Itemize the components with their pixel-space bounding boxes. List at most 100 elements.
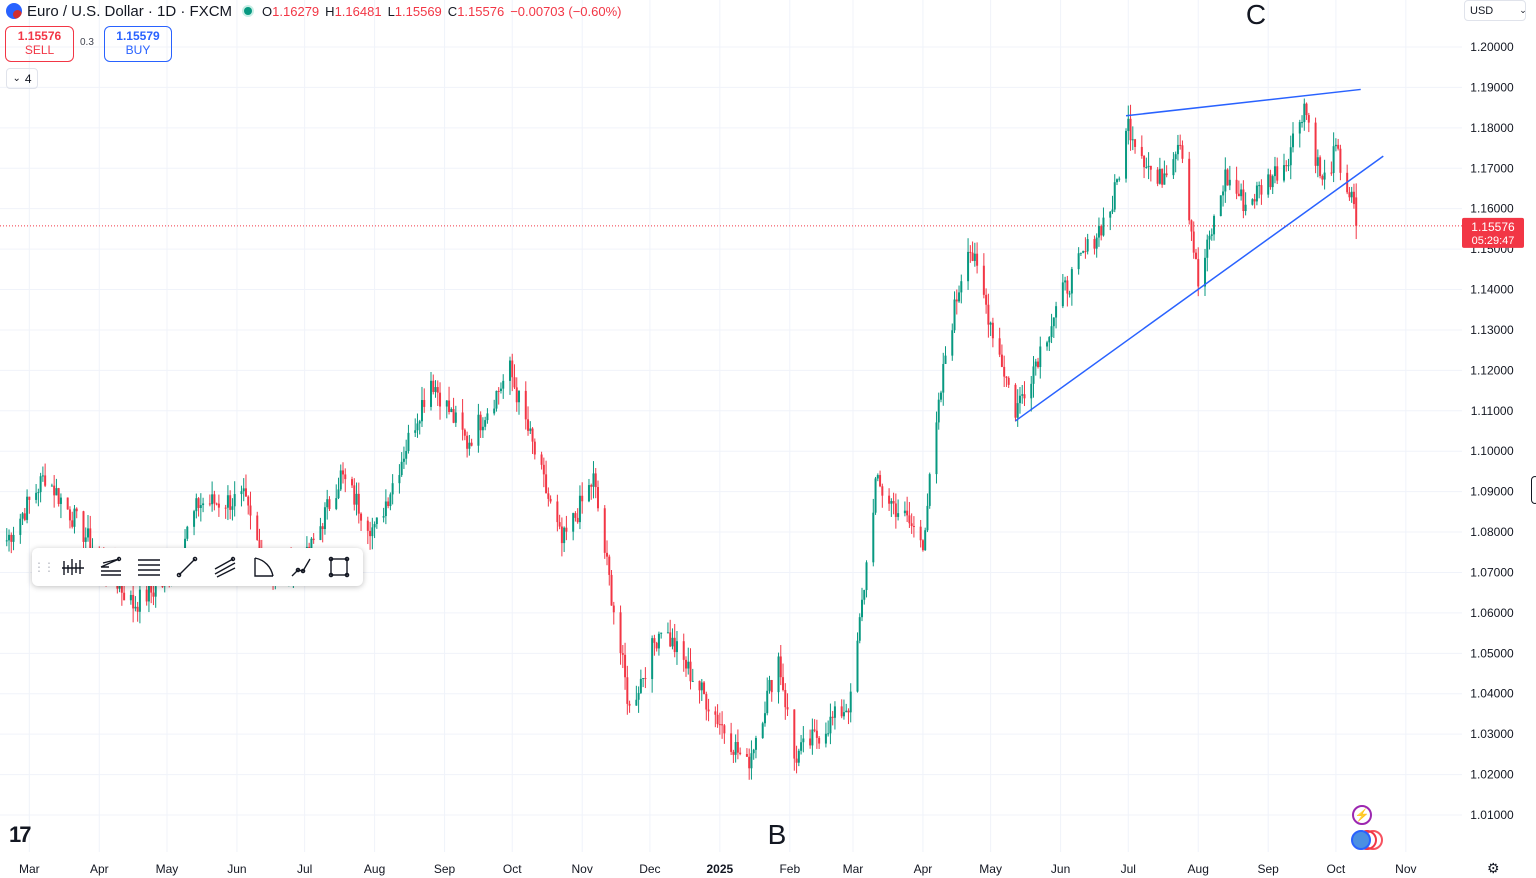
candle-body	[754, 737, 757, 750]
price-tick-label: 1.04000	[1470, 687, 1514, 701]
arc-icon[interactable]	[244, 548, 282, 586]
candle-body	[876, 475, 879, 479]
candle-body	[439, 392, 442, 407]
candle-body	[463, 429, 466, 436]
candle-body	[779, 656, 782, 678]
candle-body	[951, 330, 954, 356]
candle-body	[666, 632, 669, 634]
candle-body	[66, 497, 69, 510]
buy-button[interactable]: 1.15579 BUY	[104, 26, 172, 62]
parallel-channel-icon[interactable]	[130, 548, 168, 586]
candle-body	[53, 485, 56, 496]
candle-body	[770, 680, 773, 693]
candle-body	[1086, 239, 1089, 252]
candle-body	[619, 612, 622, 654]
candle-body	[371, 527, 374, 537]
candle-body	[1285, 165, 1288, 167]
candle-body	[824, 733, 827, 744]
axis-drag-handle[interactable]	[1531, 476, 1536, 504]
candle-body	[436, 387, 439, 393]
candle-body	[967, 251, 970, 282]
candle-body	[37, 492, 40, 494]
trend-line-icon[interactable]	[168, 548, 206, 586]
candle-body	[1113, 182, 1116, 210]
candle-body	[608, 556, 611, 575]
pitchfork-icon[interactable]	[92, 548, 130, 586]
candle-body	[797, 750, 800, 763]
drag-handle-icon[interactable]: ⋮⋮	[33, 560, 55, 574]
indicators-toggle-button[interactable]: ⌄ 4	[6, 68, 38, 89]
price-axis[interactable]: 1.200001.190001.180001.170001.160001.150…	[1470, 40, 1514, 822]
lower-trendline[interactable]	[1015, 155, 1384, 422]
candle-body	[416, 423, 419, 431]
market-status-icon[interactable]	[244, 7, 253, 15]
candle-body	[145, 589, 148, 602]
candle-body	[1282, 165, 1285, 181]
candle-body	[987, 304, 990, 325]
candle-body	[985, 294, 988, 305]
price-tick-label: 1.18000	[1470, 121, 1514, 135]
fib-retracement-icon[interactable]	[54, 548, 92, 586]
candlestick-series	[5, 98, 1358, 780]
time-tick-label: 2025	[706, 862, 733, 876]
candle-body	[1228, 179, 1231, 186]
time-tick-label: Feb	[779, 862, 800, 876]
candle-body	[55, 488, 58, 496]
candle-body	[1188, 158, 1191, 221]
sell-button[interactable]: 1.15576 SELL	[5, 26, 74, 62]
path-icon[interactable]	[282, 548, 320, 586]
time-axis[interactable]: Mar Apr May Jun Jul Aug Sep Oct Nov Dec 2025 Feb Mar…	[19, 862, 1417, 876]
candle-body	[132, 594, 135, 609]
candle-body	[26, 496, 29, 520]
time-tick-label: Oct	[1327, 862, 1346, 876]
candle-body	[1050, 326, 1053, 338]
candle-body	[594, 473, 597, 488]
candle-body	[418, 421, 421, 424]
candle-body	[398, 475, 401, 484]
news-globe-icon[interactable]	[1351, 830, 1385, 852]
candle-body	[903, 510, 906, 514]
upper-trendline[interactable]	[1125, 88, 1361, 117]
candle-body	[610, 574, 613, 606]
candle-body	[881, 486, 884, 496]
candle-body	[574, 513, 577, 518]
time-tick-label: Oct	[503, 862, 522, 876]
candle-body	[1192, 231, 1195, 253]
symbol-title[interactable]: Euro / U.S. Dollar · 1D · FXCM	[27, 2, 233, 20]
currency-selector[interactable]: USD ⌄	[1464, 0, 1527, 21]
lightning-icon[interactable]: ⚡	[1352, 805, 1372, 825]
candle-body	[786, 707, 789, 710]
time-tick-label: Aug	[1188, 862, 1209, 876]
candle-body	[1210, 234, 1213, 236]
candle-body	[1140, 146, 1143, 157]
price-tick-label: 1.02000	[1470, 768, 1514, 782]
candle-body	[213, 494, 216, 504]
candle-body	[578, 495, 581, 523]
gear-icon[interactable]: ⚙	[1487, 860, 1500, 876]
candle-body	[752, 749, 755, 754]
candle-body	[389, 494, 392, 507]
candle-body	[215, 503, 218, 505]
candle-body	[527, 419, 530, 431]
candle-body	[872, 512, 875, 563]
price-tick-label: 1.17000	[1470, 161, 1514, 175]
regression-channel-icon[interactable]	[206, 548, 244, 586]
candle-body	[118, 584, 121, 589]
price-tick-label: 1.08000	[1470, 525, 1514, 539]
tradingview-logo[interactable]: 17	[9, 822, 32, 847]
candle-body	[1163, 173, 1166, 185]
candle-body	[815, 730, 818, 738]
candle-body	[1240, 189, 1243, 197]
candle-body	[944, 355, 947, 364]
trendline-drawings[interactable]	[1015, 88, 1384, 422]
drawing-toolbar[interactable]: ⋮⋮	[32, 548, 363, 586]
candle-body	[1018, 395, 1021, 404]
candle-body	[1276, 166, 1279, 181]
rectangle-icon[interactable]	[320, 548, 358, 586]
candle-body	[1149, 165, 1152, 170]
candle-body	[242, 488, 245, 492]
candle-body	[723, 725, 726, 734]
candle-body	[1023, 394, 1026, 399]
candle-body	[84, 537, 87, 542]
